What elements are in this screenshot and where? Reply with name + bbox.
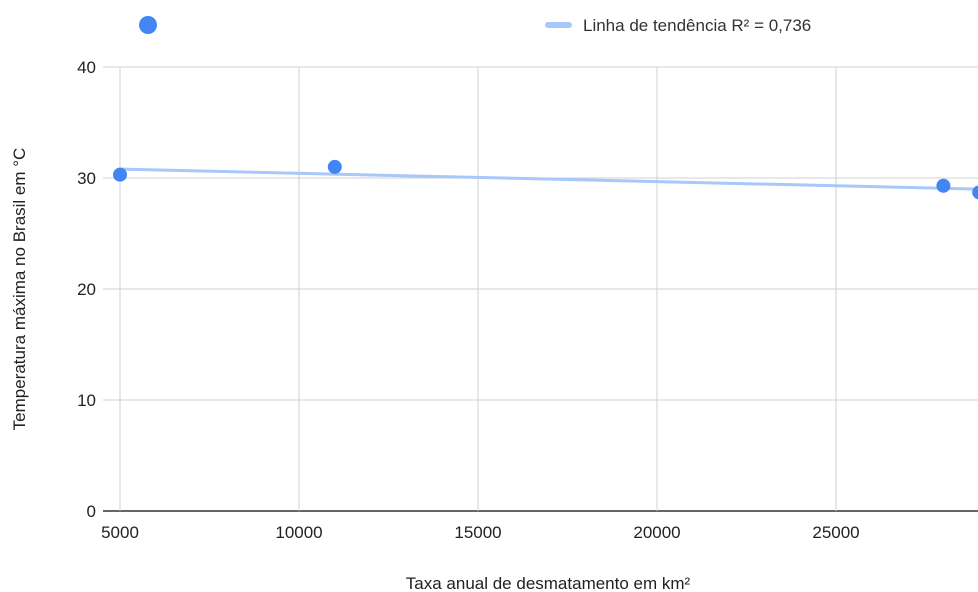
x-tick-label: 20000	[633, 523, 680, 542]
y-axis-title: Temperatura máxima no Brasil em °C	[10, 148, 29, 431]
y-tick-label: 20	[77, 280, 96, 299]
data-point	[972, 185, 978, 200]
x-tick-label: 15000	[454, 523, 501, 542]
grid	[103, 66, 978, 512]
legend-trendline-swatch	[545, 22, 572, 28]
data-point	[936, 178, 951, 193]
data-points	[113, 159, 978, 200]
legend-series-marker	[139, 16, 157, 34]
y-tick-label: 0	[87, 502, 96, 521]
data-point	[327, 159, 342, 174]
x-axis-ticks: 5000 10000 15000 20000 25000	[101, 523, 860, 542]
y-axis-ticks: 0 10 20 30 40	[77, 58, 96, 521]
trendline	[118, 167, 978, 191]
data-point	[113, 167, 127, 182]
x-tick-label: 25000	[812, 523, 859, 542]
y-tick-label: 40	[77, 58, 96, 77]
x-axis-title: Taxa anual de desmatamento em km²	[406, 574, 691, 592]
x-tick-label: 10000	[275, 523, 322, 542]
y-tick-label: 10	[77, 391, 96, 410]
trendline-layer	[118, 167, 978, 191]
legend-trendline-label: Linha de tendência R² = 0,736	[583, 16, 811, 35]
y-tick-label: 30	[77, 169, 96, 188]
x-tick-label: 5000	[101, 523, 139, 542]
